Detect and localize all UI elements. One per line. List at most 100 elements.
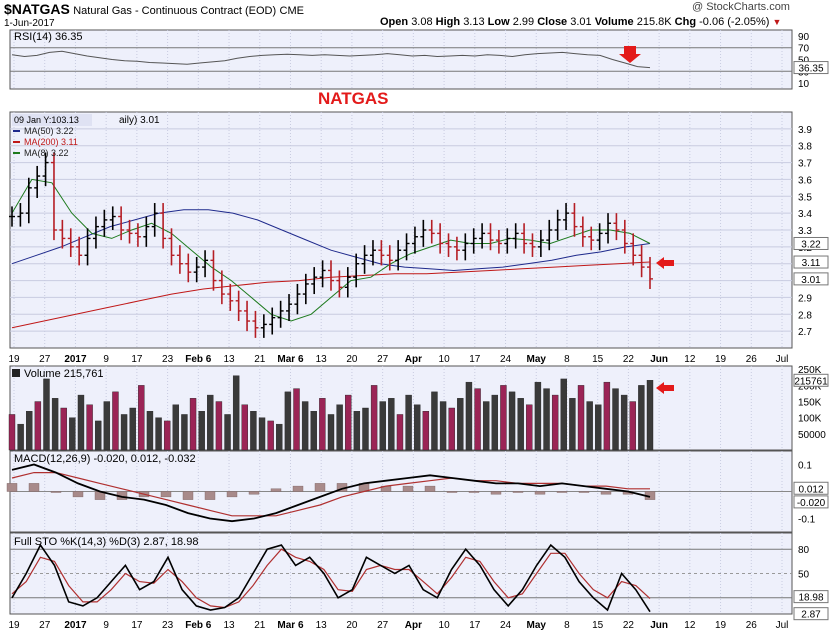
macd-histogram-bar <box>270 488 282 492</box>
price-x-tick-label: 27 <box>39 354 51 365</box>
down-triangle-icon: ▼ <box>772 17 782 27</box>
volume-bar <box>301 401 309 451</box>
stochastic-title: Full STO %K(14,3) %D(3) 2.87, 18.98 <box>14 536 198 548</box>
macd-histogram-bar <box>424 485 436 492</box>
rsi-tick-label: 50 <box>798 56 810 67</box>
price-x-tick-label: 2017 <box>64 354 87 365</box>
macd-histogram-bar <box>446 491 458 493</box>
bottom-x-tick-label: 23 <box>162 620 174 631</box>
volume-bar <box>379 401 386 451</box>
volume-bar <box>646 380 654 451</box>
bottom-x-tick-label: 24 <box>500 620 512 631</box>
bottom-x-tick-label: 8 <box>564 620 570 631</box>
chg-value: -0.06 (-2.05%) <box>699 16 770 28</box>
open-label: Open <box>380 16 409 28</box>
bottom-x-tick-label: 20 <box>346 620 358 631</box>
price-x-tick-label: 19 <box>715 354 727 365</box>
volume-tick-label: 100K <box>798 414 822 425</box>
price-tick-label: 3.7 <box>798 159 812 170</box>
price-x-tick-label: Jun <box>650 354 668 365</box>
rsi-panel <box>9 29 793 90</box>
volume-bar <box>534 381 542 451</box>
price-x-tick-label: 12 <box>684 354 696 365</box>
volume-bar <box>34 401 42 451</box>
macd-histogram-bar <box>314 483 326 492</box>
macd-histogram-bar <box>28 483 40 492</box>
macd-histogram-bar <box>578 491 590 493</box>
volume-bar <box>612 388 619 451</box>
price-tick-label: 3.4 <box>798 209 812 220</box>
macd-histogram-bar <box>50 491 62 493</box>
price-tick-label: 3.8 <box>798 142 812 153</box>
price-x-tick-label: 8 <box>564 354 570 365</box>
volume-bar <box>17 423 24 451</box>
stochastic-d-value: 18.98 <box>798 593 823 604</box>
bottom-x-tick-label: 10 <box>439 620 451 631</box>
macd-histogram-bar <box>292 485 304 492</box>
bottom-x-tick-label: 17 <box>131 620 143 631</box>
bottom-x-tick-label: 13 <box>223 620 235 631</box>
macd-histogram-bar <box>490 491 502 495</box>
macd-tick-label: -0.1 <box>798 515 816 526</box>
close-label: Close <box>537 16 568 28</box>
stochastic-tick-label: 50 <box>798 570 810 581</box>
bottom-x-tick-label: 12 <box>684 620 696 631</box>
volume-bar <box>319 398 326 451</box>
close-value-box <box>793 272 829 286</box>
macd-histogram-bar <box>248 491 260 495</box>
volume-title: Volume 215,761 <box>24 368 104 380</box>
bottom-x-tick-label: 22 <box>623 620 635 631</box>
ohlc-readout: Open 3.08 High 3.13 Low 2.99 Close 3.01 … <box>380 16 781 28</box>
ma200-value: 3.11 <box>802 258 821 269</box>
macd-histogram-bar <box>160 491 172 498</box>
volume-bar <box>638 385 645 451</box>
volume-bar <box>526 404 533 451</box>
volume-bar <box>138 385 145 451</box>
macd-histogram-bar <box>182 491 194 500</box>
symbol-title: $NATGAS <box>4 1 70 17</box>
date-label: 1-Jun-2017 <box>4 18 55 29</box>
rsi-current-value: 36.35 <box>798 64 823 75</box>
hover-tooltip: 09 Jan Y:103.13 <box>14 115 79 125</box>
volume-arrow-icon <box>656 382 674 394</box>
price-x-tick-label: Mar 6 <box>277 354 304 365</box>
natgas-annotation: NATGAS <box>318 89 389 108</box>
volume-bar <box>577 385 585 451</box>
legend-ma8: MA(8) 3.22 <box>24 148 69 158</box>
bottom-x-tick-label: 26 <box>746 620 758 631</box>
volume-bar <box>276 423 283 451</box>
rsi-line <box>11 50 651 69</box>
bottom-x-tick-label: Jun <box>650 620 668 631</box>
price-x-tick-label: 23 <box>162 354 174 365</box>
volume-bar <box>163 420 171 451</box>
price-x-tick-label: May <box>527 354 547 365</box>
ma50-line <box>11 209 651 272</box>
volume-bar <box>388 398 395 451</box>
volume-bar <box>310 411 317 451</box>
volume-bar <box>345 394 352 451</box>
volume-bar <box>86 404 93 451</box>
volume-bar <box>327 414 335 451</box>
bottom-x-tick-label: Mar 6 <box>277 620 304 631</box>
volume-bar <box>439 401 447 451</box>
volume-bar <box>155 417 162 451</box>
bottom-x-tick-label: May <box>527 620 547 631</box>
price-legend-partial: aily) 3.01 <box>119 115 160 126</box>
price-tick-label: 2.9 <box>798 293 812 304</box>
price-tick-label: 2.7 <box>798 327 812 338</box>
bottom-x-tick-label: Feb 6 <box>185 620 212 631</box>
volume-bar <box>112 391 119 451</box>
volume-bar <box>422 411 430 451</box>
macd-signal-line <box>11 472 650 517</box>
macd-histogram-bar <box>402 485 414 492</box>
legend-ma200: MA(200) 3.11 <box>24 137 78 147</box>
price-x-tick-label: 21 <box>254 354 266 365</box>
volume-bar <box>620 394 628 451</box>
volume-bar <box>8 414 16 451</box>
low-value: 2.99 <box>512 16 535 28</box>
volume-bar <box>370 385 378 451</box>
macd-histogram-bar <box>512 491 524 493</box>
price-x-tick-label: 15 <box>592 354 604 365</box>
rsi-current-value-box <box>793 61 829 75</box>
volume-bar <box>551 394 559 451</box>
